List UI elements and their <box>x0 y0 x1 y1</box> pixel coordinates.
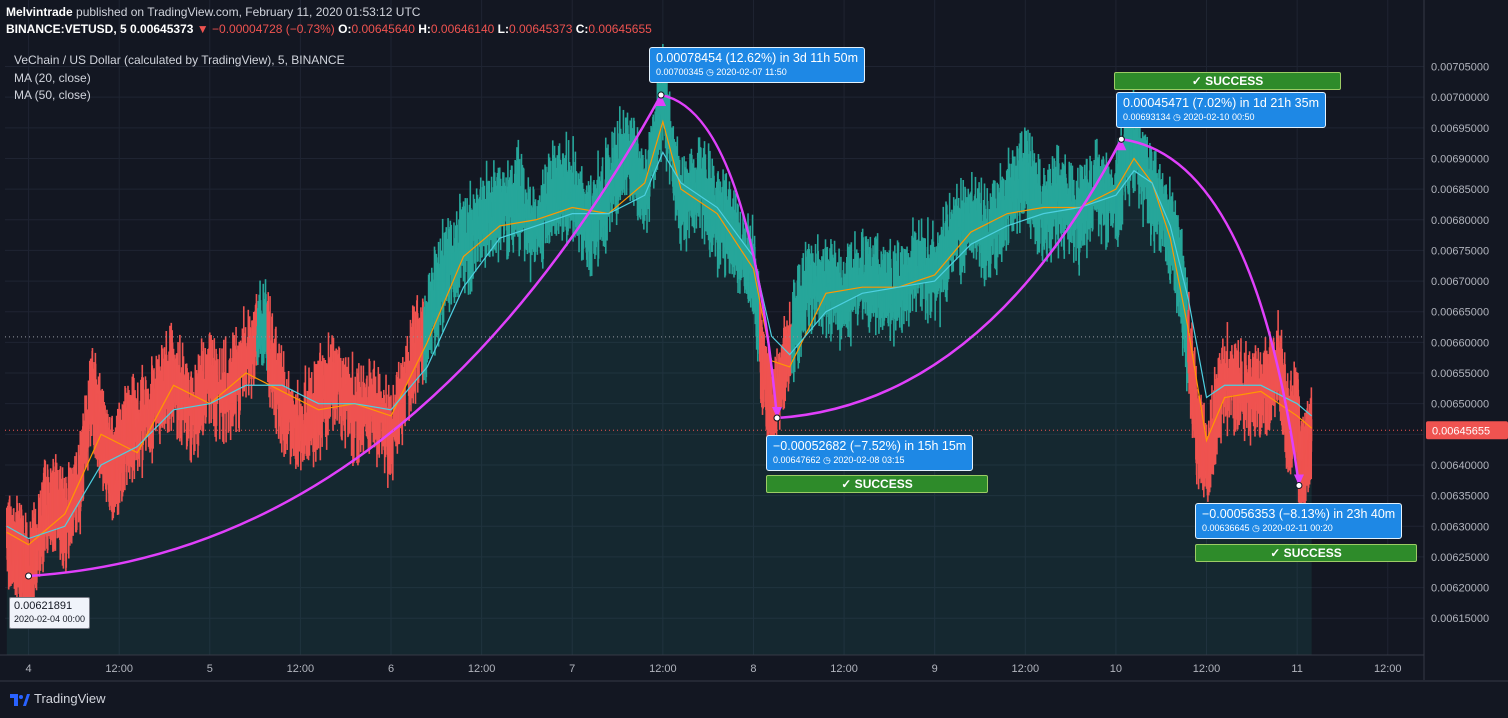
success-badge-1: ✓ SUCCESS <box>1114 72 1341 90</box>
y-tick-label: 0.00700000 <box>1431 92 1489 104</box>
close-label: C: <box>575 22 589 36</box>
arc-2 <box>660 93 779 419</box>
symbol-label: BINANCE:VETUSD, 5 <box>6 22 127 36</box>
y-tick-label: 0.00640000 <box>1431 460 1489 472</box>
publish-header: Melvintrade published on TradingView.com… <box>6 5 420 19</box>
y-tick-label: 0.00665000 <box>1431 307 1489 319</box>
x-tick-label: 12:00 <box>468 663 496 675</box>
arc-arrowhead-3 <box>1116 139 1127 151</box>
y-tick-label: 0.00680000 <box>1431 215 1489 227</box>
annotation-drop-2[interactable]: −0.00056353 (−8.13%) in 23h 40m 0.006366… <box>1195 503 1403 539</box>
last-price: 0.00645373 <box>130 22 194 36</box>
tradingview-brand: TradingView <box>34 691 106 706</box>
projection-arcs <box>25 91 1304 580</box>
x-tick-label: 12:00 <box>287 663 315 675</box>
published-text: published on TradingView.com, February 1… <box>76 5 421 19</box>
x-tick-label: 4 <box>25 663 31 675</box>
y-tick-label: 0.00705000 <box>1431 62 1489 74</box>
start-point-date: 2020-02-04 00:00 <box>14 614 86 624</box>
moving-averages <box>6 119 1313 546</box>
high-value: 0.00646140 <box>430 22 495 36</box>
arc-3 <box>776 138 1123 420</box>
legend-series-title[interactable]: VeChain / US Dollar (calculated by Tradi… <box>14 53 345 67</box>
y-tick-label: 0.00635000 <box>1431 491 1489 503</box>
x-tick-label: 12:00 <box>649 663 677 675</box>
ma50-line <box>6 151 1313 540</box>
start-point-price: 0.00621891 <box>14 600 73 612</box>
quote-line: BINANCE:VETUSD, 5 0.00645373 ▼ −0.000047… <box>6 22 652 36</box>
price-series <box>6 43 1313 619</box>
x-tick-label: 12:00 <box>105 663 133 675</box>
success-badge-2: ✓ SUCCESS <box>766 475 988 493</box>
annotation-drop-2-value: −0.00056353 (−8.13%) in 23h 40m <box>1202 507 1396 521</box>
x-tick-label: 6 <box>388 663 394 675</box>
current-price-badge <box>1426 421 1508 440</box>
arc-start-dot-4 <box>1117 135 1125 143</box>
high-label: H: <box>418 22 431 36</box>
arc-start-dot-1 <box>25 572 33 580</box>
y-tick-label: 0.00695000 <box>1431 123 1489 135</box>
arc-arrowhead-2 <box>772 407 783 419</box>
annotation-drop-1[interactable]: −0.00052682 (−7.52%) in 15h 15m 0.006476… <box>766 435 974 471</box>
arc-1 <box>28 94 663 578</box>
arc-start-dot-2 <box>657 91 665 99</box>
y-tick-label: 0.00650000 <box>1431 399 1489 411</box>
x-tick-label: 12:00 <box>1012 663 1040 675</box>
annotation-drop-1-value: −0.00052682 (−7.52%) in 15h 15m <box>773 439 967 453</box>
close-value: 0.00645655 <box>588 22 652 36</box>
y-tick-label: 0.00655000 <box>1431 368 1489 380</box>
y-tick-label: 0.00690000 <box>1431 153 1489 165</box>
annotation-rise-1-detail: 0.00700345 ◷ 2020-02-07 11:50 <box>656 67 787 77</box>
start-point-label[interactable]: 0.00621891 2020-02-04 00:00 <box>9 597 91 629</box>
chart-axes: 0.00705000 0.00700000 0.00695000 0.00690000… <box>0 0 1508 682</box>
current-price-badge-label: 0.00645655 <box>1432 425 1490 437</box>
y-tick-label: 0.00670000 <box>1431 276 1489 288</box>
arc-end-dot-4 <box>1295 482 1303 490</box>
arc-4 <box>1121 138 1301 486</box>
author-name[interactable]: Melvintrade <box>6 5 73 19</box>
x-tick-label: 7 <box>569 663 575 675</box>
y-tick-label: 0.00685000 <box>1431 184 1489 196</box>
open-value: 0.00645640 <box>351 22 415 36</box>
annotation-rise-2-detail: 0.00693134 ◷ 2020-02-10 00:50 <box>1123 112 1255 122</box>
annotation-rise-1[interactable]: 0.00078454 (12.62%) in 3d 11h 50m 0.0070… <box>649 47 866 83</box>
open-label: O: <box>338 22 352 36</box>
price-change: −0.00004728 (−0.73%) <box>212 22 335 36</box>
tradingview-logo[interactable]: TradingView <box>10 691 106 706</box>
x-tick-label: 10 <box>1110 663 1122 675</box>
tradingview-logo-icon <box>10 693 30 706</box>
down-arrow-icon: ▼ <box>196 22 209 36</box>
x-tick-label: 5 <box>207 663 213 675</box>
y-tick-label: 0.00660000 <box>1431 337 1489 349</box>
y-tick-label: 0.00630000 <box>1431 521 1489 533</box>
y-tick-label: 0.00615000 <box>1431 613 1489 625</box>
annotation-drop-2-detail: 0.00636645 ◷ 2020-02-11 00:20 <box>1202 523 1333 533</box>
legend-ma20[interactable]: MA (20, close) <box>14 71 91 85</box>
x-tick-label: 12:00 <box>1193 663 1221 675</box>
x-tick-label: 12:00 <box>1374 663 1402 675</box>
y-tick-label: 0.00625000 <box>1431 552 1489 564</box>
x-tick-label: 11 <box>1291 663 1302 675</box>
annotation-rise-2[interactable]: 0.00045471 (7.02%) in 1d 21h 35m 0.00693… <box>1116 92 1326 128</box>
arc-start-dot-3 <box>773 414 781 422</box>
arc-arrowhead-1 <box>656 95 667 107</box>
x-tick-label: 8 <box>750 663 756 675</box>
y-tick-label: 0.00620000 <box>1431 583 1489 595</box>
annotation-rise-2-value: 0.00045471 (7.02%) in 1d 21h 35m <box>1123 96 1319 110</box>
arc-arrowhead-4 <box>1293 474 1304 486</box>
x-tick-label: 12:00 <box>830 663 858 675</box>
y-tick-label: 0.00675000 <box>1431 245 1489 257</box>
annotation-drop-1-detail: 0.00647662 ◷ 2020-02-08 03:15 <box>773 455 905 465</box>
legend-ma50[interactable]: MA (50, close) <box>14 88 91 102</box>
low-value: 0.00645373 <box>508 22 573 36</box>
low-label: L: <box>497 22 509 36</box>
annotation-rise-1-value: 0.00078454 (12.62%) in 3d 11h 50m <box>656 51 859 65</box>
success-badge-3: ✓ SUCCESS <box>1195 544 1417 562</box>
x-tick-label: 9 <box>932 663 938 675</box>
